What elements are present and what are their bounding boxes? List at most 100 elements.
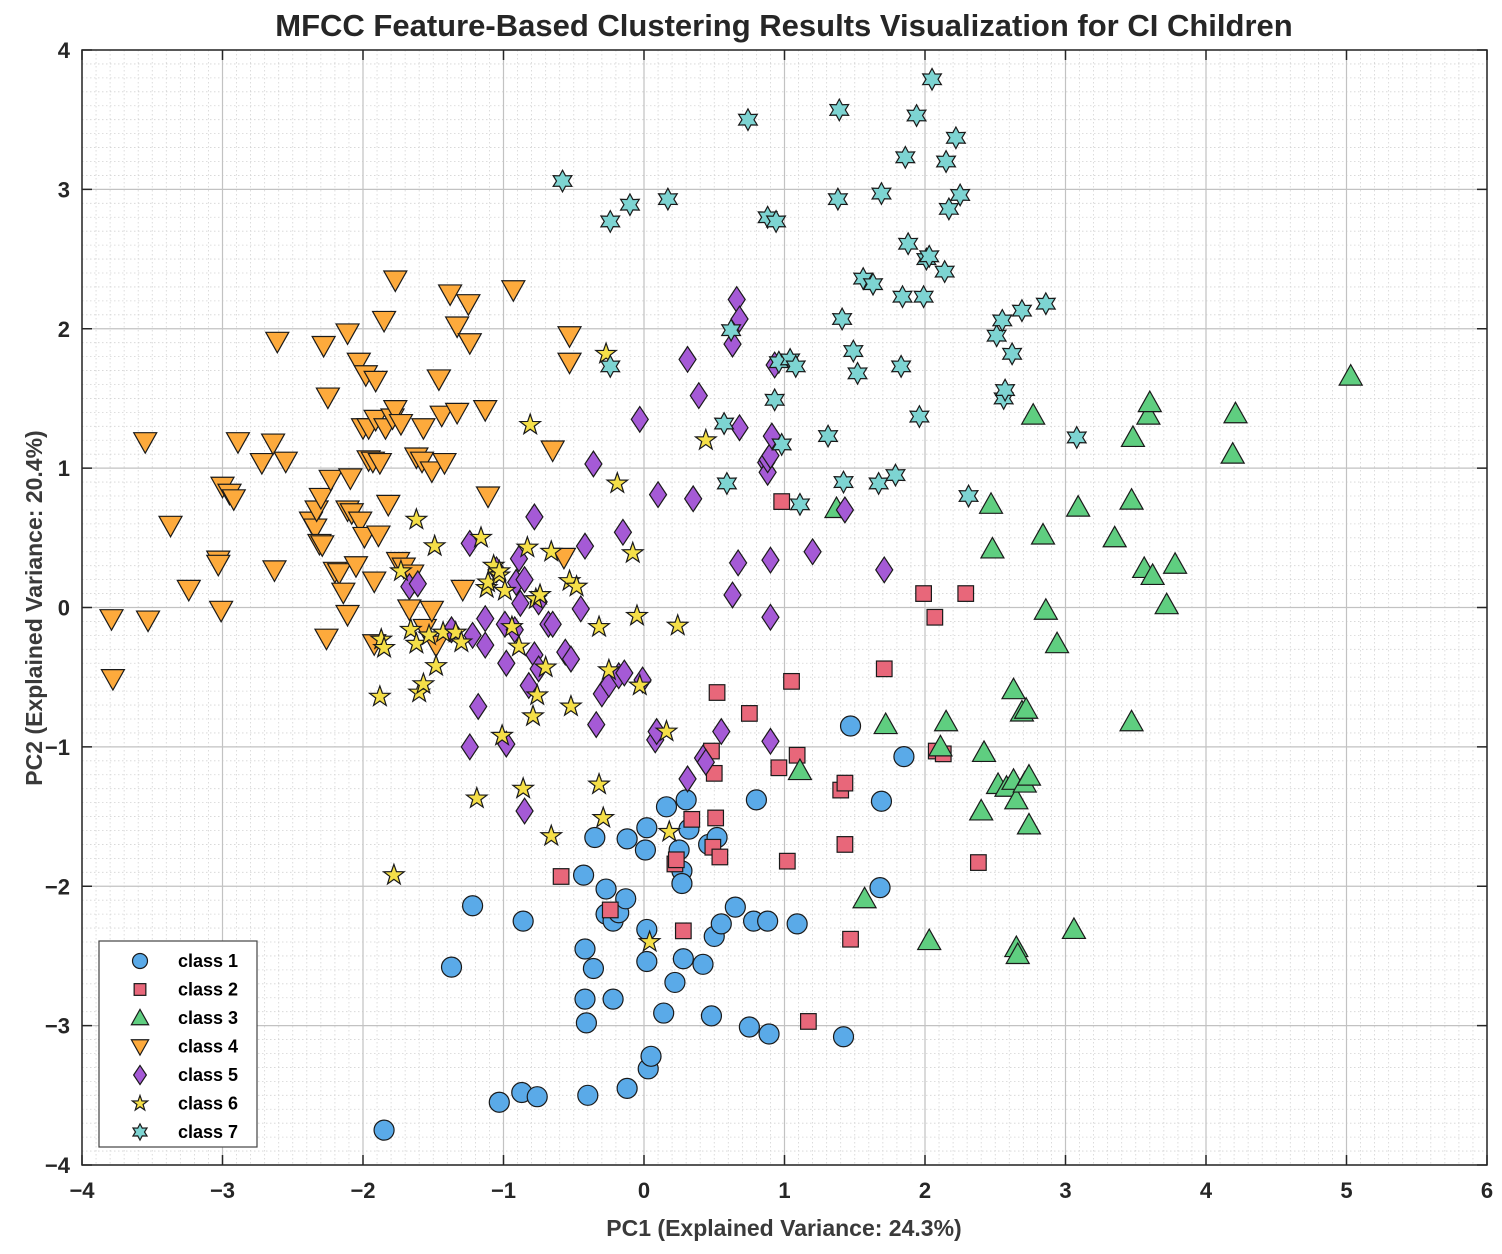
data-point [318, 469, 344, 492]
data-point [1137, 389, 1163, 413]
data-point [817, 423, 839, 449]
data-point [740, 705, 758, 722]
data-point [1065, 494, 1091, 517]
data-point [361, 571, 387, 594]
data-point [497, 649, 516, 678]
data-point [852, 886, 878, 909]
x-tick-label: 6 [1481, 1178, 1493, 1203]
data-point [98, 609, 125, 632]
data-point [552, 168, 573, 194]
data-point [971, 739, 997, 763]
x-axis-label: PC1 (Explained Variance: 24.3%) [606, 1215, 961, 1241]
data-point [520, 703, 546, 727]
data-point [539, 539, 564, 562]
data-point [696, 748, 716, 777]
y-tick-label: −2 [45, 874, 70, 899]
data-point [655, 796, 678, 818]
data-point [373, 1119, 395, 1141]
data-point [783, 672, 800, 690]
data-point [935, 149, 957, 174]
data-point [1020, 402, 1046, 425]
data-point [476, 631, 495, 660]
data-point [683, 810, 701, 828]
data-point [885, 463, 906, 488]
data-point [596, 657, 621, 681]
data-point [831, 306, 853, 332]
data-point [330, 582, 356, 605]
data-point [382, 400, 408, 423]
data-point [647, 717, 666, 746]
x-tick-label: −4 [69, 1178, 95, 1203]
data-point [1066, 425, 1088, 450]
data-point [457, 333, 483, 356]
data-point [584, 826, 606, 849]
data-point [449, 629, 474, 653]
data-point [785, 354, 807, 379]
data-point [515, 797, 534, 825]
data-point [1119, 709, 1145, 732]
data-point [765, 209, 787, 234]
data-point [574, 938, 596, 960]
data-point [683, 484, 703, 513]
data-point [708, 684, 726, 701]
data-point [968, 798, 994, 821]
data-point [833, 469, 854, 495]
data-point [692, 953, 714, 975]
data-point [460, 732, 480, 761]
legend-marker-class-7 [131, 1122, 149, 1142]
data-point [921, 67, 943, 92]
chart-title: MFCC Feature-Based Clustering Results Vi… [275, 8, 1292, 43]
data-point [347, 511, 373, 534]
data-point [1102, 525, 1128, 548]
data-point [1001, 341, 1023, 366]
data-point [978, 491, 1004, 514]
data-point [786, 913, 808, 935]
x-tick-label: 4 [1200, 1178, 1213, 1203]
data-point [913, 284, 935, 309]
data-point [664, 971, 686, 994]
data-point [723, 330, 742, 358]
data-point [657, 819, 682, 843]
data-point [1154, 591, 1180, 615]
data-point [381, 862, 406, 886]
data-point [728, 549, 748, 577]
data-point [712, 717, 731, 746]
data-point [135, 610, 161, 633]
data-point [408, 569, 428, 598]
data-point [404, 507, 429, 530]
data-point [388, 558, 413, 582]
data-point [836, 774, 854, 792]
data-point [832, 1026, 855, 1048]
data-point [551, 547, 577, 571]
data-point [764, 387, 786, 412]
data-point [994, 377, 1016, 403]
data-point [1044, 631, 1070, 654]
data-point [1061, 916, 1087, 940]
data-point [552, 868, 570, 885]
data-point [894, 145, 916, 170]
data-point [627, 672, 652, 696]
data-point [575, 1012, 597, 1034]
data-point [371, 310, 397, 334]
data-point [388, 413, 414, 437]
x-tick-label: 3 [1059, 1178, 1071, 1203]
data-point [892, 284, 913, 309]
data-point [630, 405, 650, 434]
data-point [475, 486, 501, 509]
data-point [1222, 401, 1249, 424]
data-point [870, 181, 892, 206]
data-point [908, 404, 930, 429]
data-point [367, 452, 393, 476]
data-point [1033, 597, 1059, 620]
data-point [724, 896, 746, 918]
legend-label: class 1 [178, 951, 238, 971]
data-point [773, 493, 791, 510]
y-tick-label: −1 [45, 735, 70, 760]
data-point [602, 988, 624, 1010]
data-point [906, 103, 928, 128]
data-point [1005, 941, 1031, 965]
series-class-5 [400, 285, 894, 825]
data-point [634, 839, 657, 861]
data-point [723, 581, 742, 609]
data-point [788, 746, 806, 764]
